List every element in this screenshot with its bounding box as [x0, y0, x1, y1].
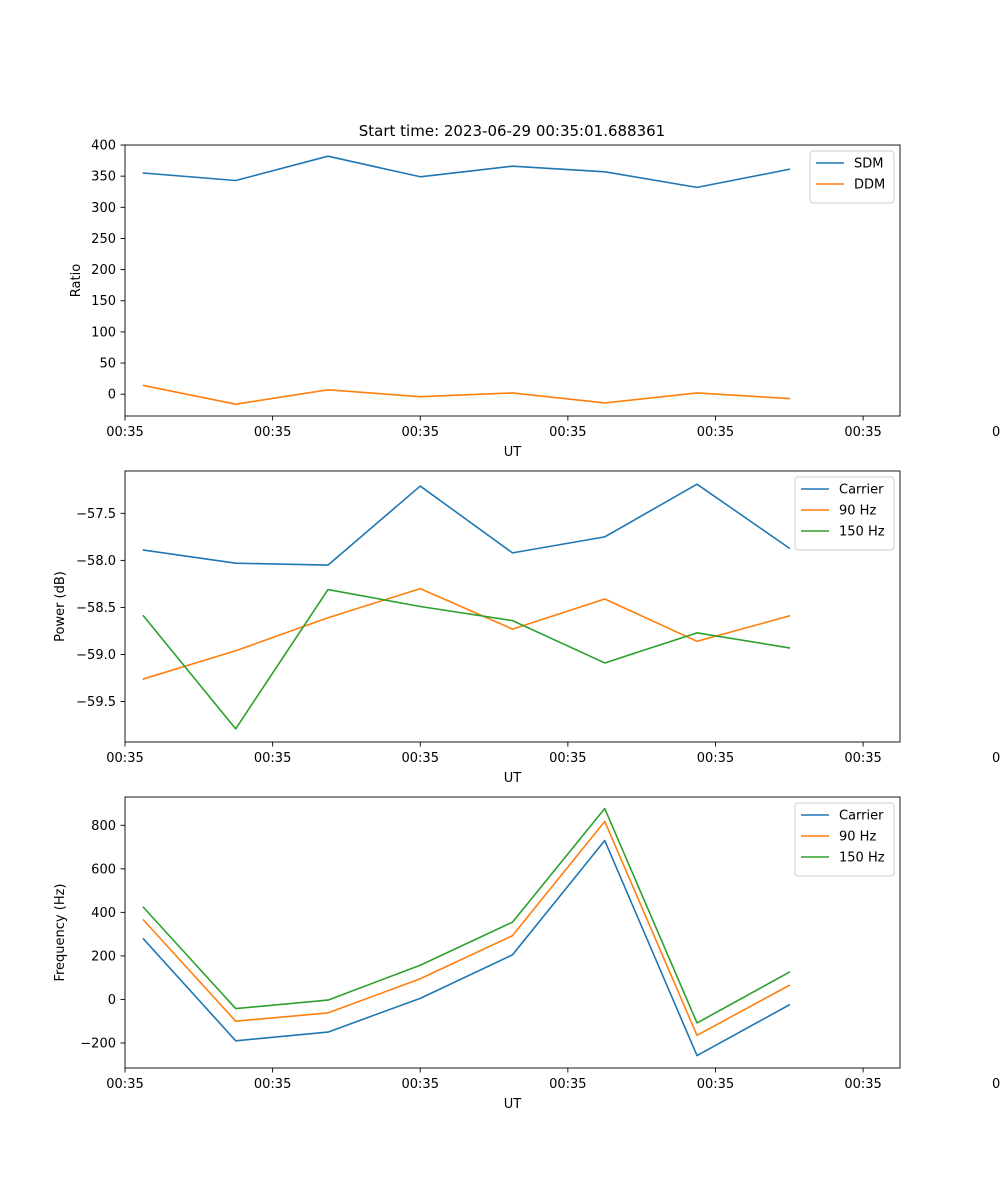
series-line-sdm: [142, 155, 791, 189]
legend-box: [809, 150, 895, 204]
x-tick-label: 00:36: [992, 751, 1000, 766]
series-line-150-hz: [142, 807, 791, 1024]
x-tick-label: 00:35: [402, 751, 439, 766]
y-tick-label: 150: [91, 294, 116, 309]
y-axis-label: Frequency (Hz): [53, 883, 68, 981]
y-tick-label: −200: [80, 1036, 116, 1051]
y-tick-label: 200: [91, 949, 116, 964]
legend-label: Carrier: [839, 809, 884, 824]
x-tick-label: 00:35: [254, 751, 291, 766]
x-axis-ticks: 00:35 00:35 00:35 00:35 00:35 00:35 00:36: [106, 1068, 1000, 1092]
subplot-3: 00:35 00:35 00:35 00:35 00:35 00:35 00:36 −200 0…: [53, 796, 1000, 1112]
legend-label: 150 Hz: [839, 525, 885, 540]
x-axis-label: UT: [504, 445, 522, 460]
y-tick-label: 300: [91, 201, 116, 216]
legend-label: SDM: [854, 157, 883, 172]
y-axis-ticks: 0 50 100 150 200 250 300 350 400: [91, 139, 125, 403]
y-tick-label: 400: [91, 139, 116, 154]
subplot-1: 00:35 00:35 00:35 00:35 00:35 00:35 00:36 0 50 10…: [69, 139, 1000, 461]
y-axis-ticks: −200 0 200 400 600 800: [80, 819, 125, 1051]
y-tick-label: −58.0: [76, 554, 116, 569]
series-line-90-hz: [142, 820, 791, 1037]
series-line-90-hz: [142, 587, 791, 680]
legend-label: 90 Hz: [839, 830, 876, 845]
y-tick-label: 350: [91, 170, 116, 185]
x-tick-label: 00:36: [992, 1077, 1000, 1092]
x-axis-ticks: 00:35 00:35 00:35 00:35 00:35 00:35 00:36: [106, 416, 1000, 440]
series-lines: [142, 483, 791, 730]
y-tick-label: −59.5: [76, 695, 116, 710]
legend: Carrier 90 Hz 150 Hz: [794, 476, 895, 551]
x-tick-label: 00:35: [697, 1077, 734, 1092]
y-tick-label: −58.5: [76, 601, 116, 616]
y-axis-label: Ratio: [69, 264, 84, 297]
x-tick-label: 00:35: [402, 425, 439, 440]
x-tick-label: 00:35: [844, 1077, 881, 1092]
x-axis-ticks: 00:35 00:35 00:35 00:35 00:35 00:35 00:36: [106, 742, 1000, 766]
y-tick-label: 200: [91, 263, 116, 278]
y-tick-label: 0: [108, 993, 116, 1008]
legend: SDM DDM: [809, 150, 895, 204]
series-lines: [142, 807, 791, 1057]
x-tick-label: 00:35: [106, 751, 143, 766]
y-tick-label: 250: [91, 232, 116, 247]
y-tick-label: 100: [91, 325, 116, 340]
axes-frame: [124, 796, 901, 1069]
x-tick-label: 00:35: [549, 751, 586, 766]
series-line-carrier: [142, 483, 791, 566]
subplot-2: 00:35 00:35 00:35 00:35 00:35 00:35 00:36 −59.5…: [53, 470, 1000, 786]
axes-frame: [124, 144, 901, 417]
y-tick-label: 400: [91, 906, 116, 921]
axes-frame: [124, 470, 901, 743]
figure-title: Start time: 2023-06-29 00:35:01.688361: [359, 122, 665, 140]
panels: 00:35 00:35 00:35 00:35 00:35 00:35 00:36 0 50 10…: [53, 139, 1000, 1113]
legend-label: 150 Hz: [839, 851, 885, 866]
x-axis-label: UT: [504, 771, 522, 786]
y-tick-label: 600: [91, 862, 116, 877]
x-tick-label: 00:35: [697, 425, 734, 440]
legend-label: Carrier: [839, 483, 884, 498]
y-tick-label: −59.0: [76, 648, 116, 663]
series-line-ddm: [142, 384, 791, 405]
y-axis-ticks: −59.5 −59.0 −58.5 −58.0 −57.5: [76, 507, 125, 710]
series-line-carrier: [142, 839, 791, 1057]
x-tick-label: 00:35: [106, 425, 143, 440]
x-tick-label: 00:35: [697, 751, 734, 766]
x-tick-label: 00:35: [106, 1077, 143, 1092]
x-tick-label: 00:35: [254, 1077, 291, 1092]
series-lines: [142, 155, 791, 405]
x-tick-label: 00:36: [992, 425, 1000, 440]
legend: Carrier 90 Hz 150 Hz: [794, 802, 895, 877]
x-tick-label: 00:35: [549, 1077, 586, 1092]
x-tick-label: 00:35: [844, 425, 881, 440]
x-tick-label: 00:35: [402, 1077, 439, 1092]
x-axis-label: UT: [504, 1097, 522, 1112]
legend-label: 90 Hz: [839, 504, 876, 519]
y-tick-label: −57.5: [76, 507, 116, 522]
legend-label: DDM: [854, 178, 885, 193]
x-tick-label: 00:35: [549, 425, 586, 440]
x-tick-label: 00:35: [254, 425, 291, 440]
y-tick-label: 50: [99, 357, 116, 372]
y-tick-label: 0: [108, 388, 116, 403]
x-tick-label: 00:35: [844, 751, 881, 766]
series-line-150-hz: [142, 588, 791, 730]
y-axis-label: Power (dB): [53, 571, 68, 642]
y-tick-label: 800: [91, 819, 116, 834]
